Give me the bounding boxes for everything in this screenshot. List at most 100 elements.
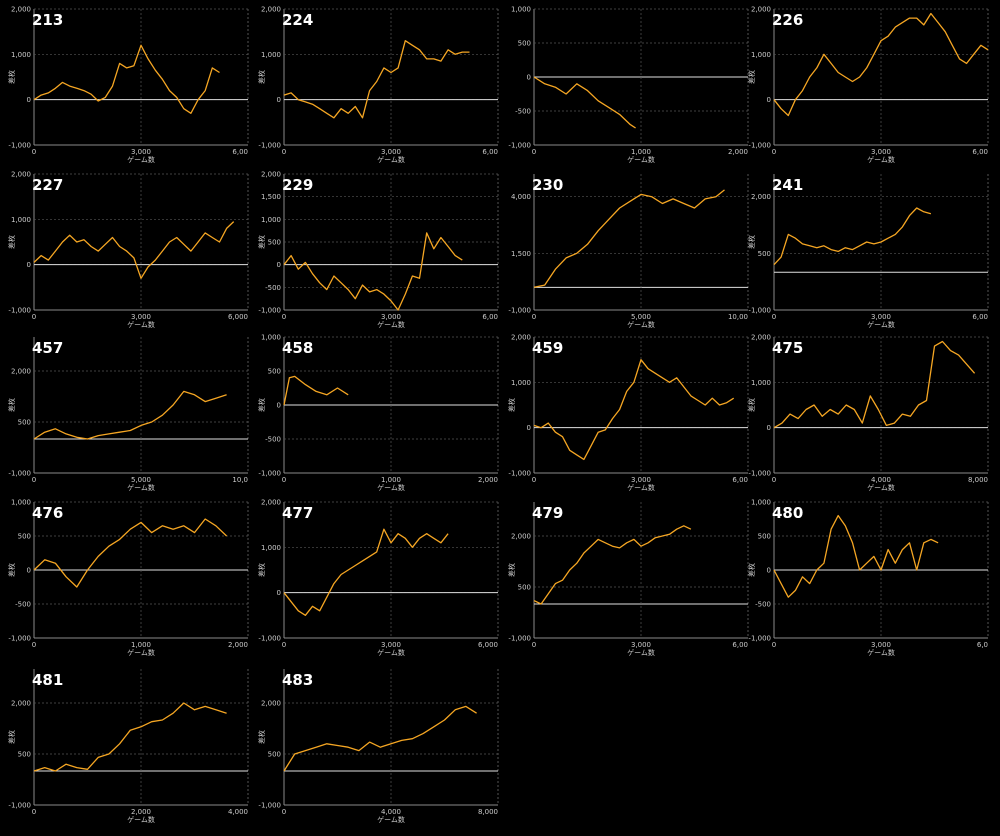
y-tick-label: -1,000 <box>258 470 281 478</box>
y-tick-label: 1,500 <box>261 193 281 201</box>
chart-title: 224 <box>282 11 314 29</box>
x-tick-label: 10,0 <box>232 476 248 484</box>
y-tick-label: -500 <box>265 436 281 444</box>
y-tick-label: 0 <box>27 261 31 269</box>
x-tick-label: 2,000 <box>131 808 151 816</box>
x-axis-label: ゲーム数 <box>377 815 405 824</box>
x-tick-label: 8,000 <box>478 808 498 816</box>
y-tick-label: -1,000 <box>8 307 31 315</box>
x-axis-label: ゲーム数 <box>127 483 155 492</box>
x-axis-label: ゲーム数 <box>867 483 895 492</box>
chart-title: 479 <box>532 504 564 522</box>
x-tick-label: 0 <box>282 641 286 649</box>
x-axis-label: ゲーム数 <box>627 320 655 329</box>
y-tick-label: -1,000 <box>258 635 281 643</box>
chart-title: 230 <box>532 176 564 194</box>
x-axis-label: ゲーム数 <box>627 648 655 657</box>
x-tick-label: 0 <box>532 476 536 484</box>
x-tick-label: 1,000 <box>631 148 651 156</box>
chart-panel: -1,000 0 1,000 2,000 0 3,000 6,000 ゲーム数 差枚 477 <box>257 498 506 658</box>
series-line <box>33 44 220 114</box>
x-tick-label: 0 <box>282 148 286 156</box>
chart-title: 477 <box>282 504 314 522</box>
chart-title: 241 <box>772 176 804 194</box>
y-axis-label: 差枚 <box>7 235 16 249</box>
y-axis-label: 差枚 <box>747 563 756 577</box>
y-tick-label: -1,000 <box>508 635 531 643</box>
x-tick-label: 3,000 <box>131 313 151 321</box>
y-tick-label: 500 <box>268 751 281 759</box>
x-tick-label: 4,000 <box>871 476 891 484</box>
x-tick-label: 8,000 <box>968 476 988 484</box>
y-tick-label: 2,000 <box>751 334 771 342</box>
x-tick-label: 6,000 <box>228 313 248 321</box>
chart-panel: -1,000 500 2,000 0 3,000 6,00 ゲーム数 差枚 479 <box>507 498 756 658</box>
x-tick-label: 6,00 <box>732 476 748 484</box>
series-line <box>33 221 235 279</box>
x-tick-label: 6,00 <box>482 313 498 321</box>
x-tick-label: 5,000 <box>131 476 151 484</box>
series-line <box>773 340 976 429</box>
line-chart: -1,000 500 2,000 0 4,000 8,000 ゲーム数 差枚 <box>257 669 499 824</box>
chart-panel: -1,000 -500 0 500 1,000 0 1,000 2,000 ゲーム数 差枚 476 <box>7 498 256 658</box>
series-line <box>283 40 470 119</box>
chart-panel: -1,000 1,500 4,000 0 5,000 10,00 ゲーム数 230 <box>508 170 756 330</box>
y-tick-label: -500 <box>15 601 31 609</box>
y-tick-label: 2,000 <box>11 171 31 179</box>
y-tick-label: 1,000 <box>261 544 281 552</box>
y-axis-label: 差枚 <box>747 398 756 412</box>
x-tick-label: 0 <box>32 476 36 484</box>
x-axis-label: ゲーム数 <box>127 320 155 329</box>
x-tick-label: 1,000 <box>131 641 151 649</box>
series-line <box>533 359 735 461</box>
series-line <box>33 702 227 772</box>
x-tick-label: 3,000 <box>631 641 651 649</box>
x-tick-label: 2,000 <box>728 148 748 156</box>
x-tick-label: 0 <box>772 313 776 321</box>
chart-title: 475 <box>772 339 804 357</box>
y-axis-label: 差枚 <box>7 398 16 412</box>
y-tick-label: 2,000 <box>11 700 31 708</box>
y-tick-label: -500 <box>265 284 281 292</box>
chart-title: 476 <box>32 504 64 522</box>
chart-panel: -1,000 500 2,000 0 2,000 4,000 ゲーム数 差枚 481 <box>7 665 256 825</box>
y-tick-label: 1,000 <box>511 379 531 387</box>
x-tick-label: 6,0 <box>977 641 988 649</box>
x-tick-label: 0 <box>32 808 36 816</box>
x-tick-label: 4,000 <box>228 808 248 816</box>
chart-panel: -1,000 0 1,000 2,000 0 4,000 8,000 ゲーム数 差枚 475 <box>747 333 996 493</box>
y-axis-label: 差枚 <box>507 563 516 577</box>
x-axis-label: ゲーム数 <box>867 320 895 329</box>
y-axis-label: 差枚 <box>7 730 16 744</box>
x-tick-label: 0 <box>32 313 36 321</box>
x-tick-label: 0 <box>772 148 776 156</box>
y-tick-label: 500 <box>18 533 31 541</box>
y-tick-label: -1,000 <box>508 307 531 315</box>
series-line <box>773 207 932 266</box>
y-tick-label: -1,000 <box>8 802 31 810</box>
y-tick-label: 2,000 <box>511 334 531 342</box>
y-tick-label: 500 <box>18 751 31 759</box>
y-tick-label: 500 <box>758 533 771 541</box>
y-tick-label: -1,000 <box>748 142 771 150</box>
chart-title: 457 <box>32 339 64 357</box>
y-tick-label: 1,000 <box>751 51 771 59</box>
y-tick-label: -1,000 <box>8 470 31 478</box>
chart-panel: -1,000 0 1,000 2,000 0 3,000 6,00 ゲーム数 差枚 224 <box>257 5 506 165</box>
x-tick-label: 1,000 <box>381 476 401 484</box>
chart-title: 226 <box>772 11 804 29</box>
y-tick-label: 0 <box>277 96 281 104</box>
y-axis-label: 差枚 <box>7 70 16 84</box>
x-tick-label: 2,000 <box>478 476 498 484</box>
x-tick-label: 3,000 <box>381 641 401 649</box>
series-line <box>773 12 989 117</box>
chart-title: 213 <box>32 11 64 29</box>
x-tick-label: 4,000 <box>381 808 401 816</box>
y-tick-label: 1,000 <box>511 6 531 14</box>
y-tick-label: 1,000 <box>11 51 31 59</box>
x-axis-label: ゲーム数 <box>127 815 155 824</box>
